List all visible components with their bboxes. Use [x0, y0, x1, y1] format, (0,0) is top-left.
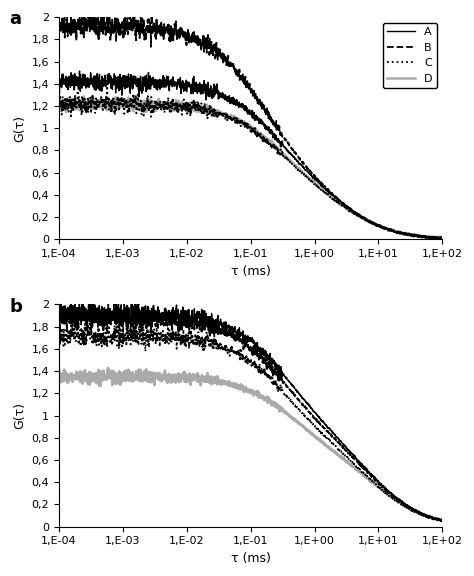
Text: b: b — [9, 298, 22, 316]
X-axis label: τ (ms): τ (ms) — [231, 552, 271, 565]
X-axis label: τ (ms): τ (ms) — [231, 264, 271, 278]
Y-axis label: G(τ): G(τ) — [13, 402, 26, 429]
Legend: A, B, C, D: A, B, C, D — [383, 22, 437, 88]
Y-axis label: G(τ): G(τ) — [13, 115, 26, 142]
Text: a: a — [9, 10, 21, 28]
